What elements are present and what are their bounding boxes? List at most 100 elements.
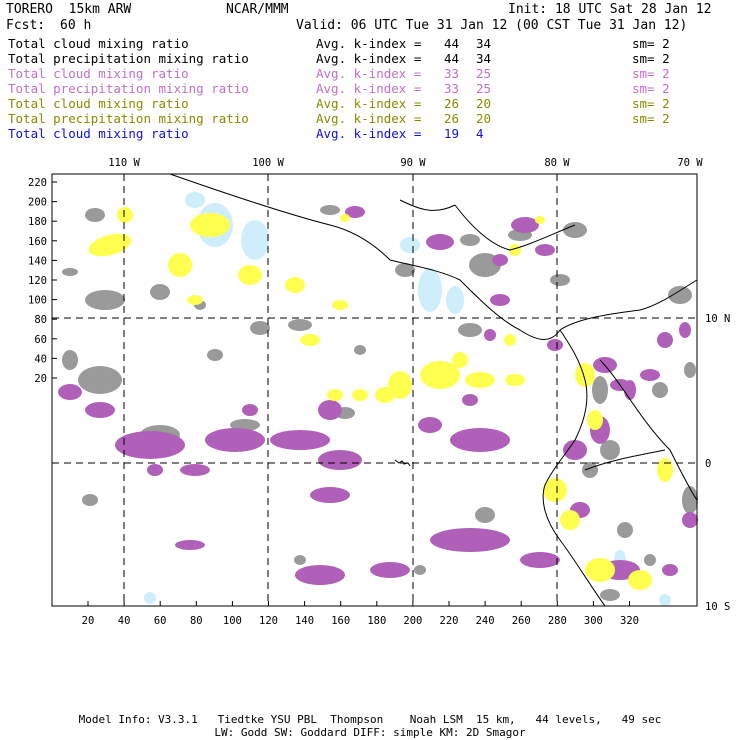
cloud-patch bbox=[420, 361, 460, 389]
legend-kindex-to: 25 bbox=[476, 66, 492, 81]
cloud-patch bbox=[62, 350, 78, 370]
cloud-patch bbox=[207, 349, 223, 361]
legend-kindex-label: Avg. k-index = bbox=[316, 36, 422, 51]
legend-smoothing: sm= 2 bbox=[632, 81, 670, 96]
cloud-patch bbox=[395, 263, 415, 277]
coastline-yucatan bbox=[399, 199, 576, 251]
cloud-patch bbox=[88, 233, 132, 257]
y-tick-label: 40 bbox=[34, 353, 47, 365]
cloud-patch bbox=[345, 206, 365, 218]
legend-kindex-from: 44 bbox=[444, 36, 460, 51]
cloud-patch bbox=[238, 265, 262, 285]
legend-kindex-label: Avg. k-index = bbox=[316, 81, 422, 96]
cloud-patch bbox=[175, 540, 205, 550]
cloud-patch bbox=[640, 369, 660, 381]
cloud-patch bbox=[370, 562, 410, 578]
cloud-patch bbox=[511, 217, 539, 233]
cloud-patch bbox=[682, 512, 698, 528]
cloud-patch bbox=[563, 440, 587, 460]
y-tick-label: 160 bbox=[28, 236, 47, 248]
cloud-patch bbox=[657, 458, 673, 482]
cloud-patch bbox=[250, 321, 270, 335]
cloud-patch bbox=[535, 216, 545, 224]
cloud-patch bbox=[400, 237, 420, 253]
legend-kindex-label: Avg. k-index = bbox=[316, 51, 422, 66]
cloud-patch bbox=[582, 462, 598, 478]
cloud-patch bbox=[492, 254, 508, 266]
y-tick-label: 120 bbox=[28, 275, 47, 287]
cloud-patch bbox=[505, 374, 525, 386]
y-tick-label: 180 bbox=[28, 216, 47, 228]
cloud-patch bbox=[585, 558, 615, 582]
longitude-label: 80 W bbox=[544, 157, 570, 169]
cloud-patch bbox=[82, 494, 98, 506]
cloud-patch bbox=[85, 290, 125, 310]
cloud-patches bbox=[58, 192, 698, 606]
cloud-patch bbox=[58, 384, 82, 400]
cloud-patch bbox=[294, 555, 306, 565]
legend-kindex-from: 44 bbox=[444, 51, 460, 66]
legend-smoothing: sm= 2 bbox=[632, 111, 670, 126]
cloud-patch bbox=[327, 389, 343, 401]
cloud-patch bbox=[520, 552, 560, 568]
cloud-patch bbox=[628, 570, 652, 590]
center-title: NCAR/MMM bbox=[226, 2, 289, 17]
cloud-patch bbox=[418, 268, 442, 312]
cloud-patch bbox=[484, 329, 496, 341]
legend-kindex-to: 4 bbox=[476, 126, 484, 141]
cloud-patch bbox=[592, 376, 608, 404]
cloud-patch bbox=[644, 554, 656, 566]
cloud-patch bbox=[668, 286, 692, 304]
x-tick-label: 60 bbox=[154, 615, 167, 627]
legend-kindex-label: Avg. k-index = bbox=[316, 126, 422, 141]
cloud-patch bbox=[679, 322, 691, 338]
cloud-patch bbox=[659, 594, 671, 606]
legend-field-label: Total cloud mixing ratio bbox=[8, 96, 189, 111]
x-tick-label: 180 bbox=[367, 615, 386, 627]
legend-kindex-label: Avg. k-index = bbox=[316, 66, 422, 81]
cloud-patch bbox=[340, 214, 350, 222]
cloud-patch bbox=[185, 192, 205, 208]
cloud-patch bbox=[310, 487, 350, 503]
y-tick-label: 100 bbox=[28, 295, 47, 307]
cloud-patch bbox=[285, 277, 305, 293]
latitude-label: 10 N bbox=[705, 313, 730, 325]
cloud-patch bbox=[624, 380, 636, 400]
cloud-patch bbox=[600, 589, 620, 601]
cloud-patch bbox=[460, 234, 480, 246]
cloud-patch bbox=[242, 404, 258, 416]
y-tick-label: 80 bbox=[34, 314, 47, 326]
cloud-patch bbox=[115, 431, 185, 459]
cloud-patch bbox=[332, 300, 348, 310]
cloud-patch bbox=[320, 205, 340, 215]
coastline-central-america bbox=[169, 173, 698, 340]
x-tick-label: 260 bbox=[512, 615, 531, 627]
cloud-patch bbox=[547, 339, 563, 351]
legend-kindex-from: 26 bbox=[444, 111, 460, 126]
x-tick-label: 300 bbox=[584, 615, 603, 627]
cloud-patch bbox=[446, 286, 464, 314]
legend-kindex-label: Avg. k-index = bbox=[316, 96, 422, 111]
fcst-value: 60 h bbox=[60, 18, 92, 33]
cloud-patch bbox=[575, 363, 595, 387]
cloud-patch bbox=[62, 268, 78, 276]
y-tick-label: 220 bbox=[28, 177, 47, 189]
x-tick-label: 240 bbox=[476, 615, 495, 627]
cloud-patch bbox=[187, 295, 203, 305]
cloud-patch bbox=[504, 334, 516, 346]
latitude-label: 0 bbox=[705, 458, 711, 470]
cloud-patch bbox=[652, 382, 668, 398]
legend-kindex-label: Avg. k-index = bbox=[316, 111, 422, 126]
cloud-patch bbox=[241, 220, 269, 260]
cloud-patch bbox=[117, 207, 133, 223]
x-tick-label: 120 bbox=[259, 615, 278, 627]
legend-kindex-to: 34 bbox=[476, 51, 492, 66]
cloud-patch bbox=[288, 319, 312, 331]
cloud-patch bbox=[318, 400, 342, 420]
init-time: Init: 18 UTC Sat 28 Jan 12 bbox=[508, 2, 712, 17]
x-tick-label: 280 bbox=[548, 615, 567, 627]
cloud-patch bbox=[190, 213, 230, 237]
cloud-patch bbox=[147, 464, 163, 476]
legend-smoothing: sm= 2 bbox=[632, 96, 670, 111]
